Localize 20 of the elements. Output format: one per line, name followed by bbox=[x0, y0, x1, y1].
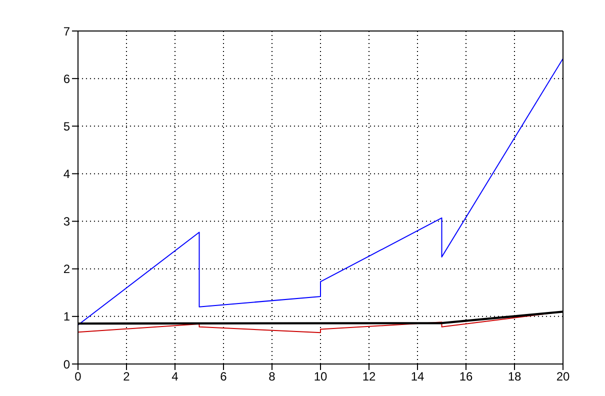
x-tick-label: 6 bbox=[220, 370, 228, 384]
line-series bbox=[78, 58, 563, 326]
y-tick-label: 5 bbox=[63, 119, 70, 134]
x-tick-label: 16 bbox=[459, 370, 473, 384]
x-tick-label: 18 bbox=[508, 370, 522, 384]
y-tick-label: 6 bbox=[63, 72, 70, 86]
x-tick-label: 20 bbox=[556, 370, 570, 384]
x-tick-label: 4 bbox=[172, 370, 179, 384]
x-tick-label: 8 bbox=[268, 370, 276, 384]
y-tick-label: 7 bbox=[63, 24, 70, 38]
x-tick-label: 14 bbox=[410, 370, 424, 384]
y-tick-label: 4 bbox=[63, 166, 70, 181]
x-tick-label: 10 bbox=[314, 370, 328, 384]
x-tick-label: 2 bbox=[123, 370, 130, 384]
y-tick-label: 0 bbox=[63, 357, 70, 372]
y-tick-label: 2 bbox=[63, 262, 70, 276]
y-tick-label: 1 bbox=[63, 310, 70, 324]
y-tick-label: 3 bbox=[63, 214, 70, 229]
x-tick-label: 0 bbox=[74, 370, 82, 384]
x-tick-label: 12 bbox=[362, 370, 376, 384]
